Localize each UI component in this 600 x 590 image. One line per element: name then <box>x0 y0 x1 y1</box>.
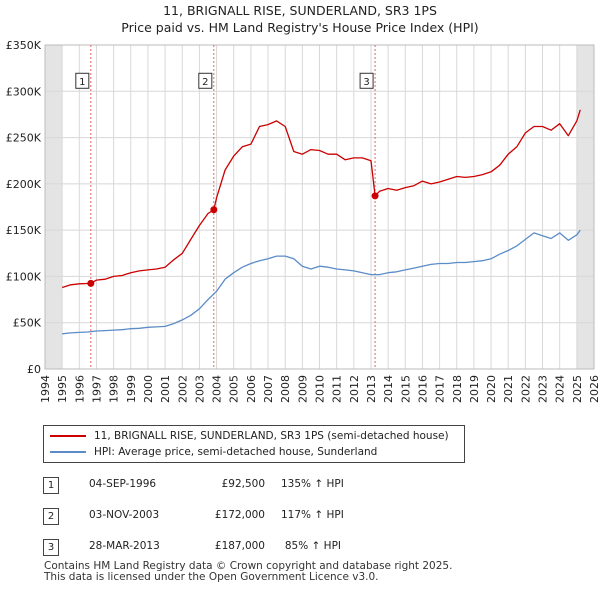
x-tick-label: 2009 <box>296 375 309 403</box>
legend-swatch-hpi <box>50 451 86 453</box>
sales-table: 1 04-SEP-1996 £92,500 135% ↑ HPI 2 03-NO… <box>43 474 463 567</box>
x-tick-label: 2016 <box>416 375 429 403</box>
chart-title: 11, BRIGNALL RISE, SUNDERLAND, SR3 1PS <box>163 3 437 18</box>
x-tick-label: 2022 <box>519 375 532 403</box>
x-tick-label: 2010 <box>314 375 327 403</box>
sale-point <box>210 206 218 214</box>
sale-hpi-change: 85% ↑ HPI <box>284 540 341 552</box>
series-line-property <box>62 109 581 289</box>
x-tick-label: 1998 <box>108 375 121 403</box>
x-tick-label: 2008 <box>279 375 292 403</box>
x-tick-label: 2001 <box>159 375 172 403</box>
sale-row: 3 28-MAR-2013 £187,000 85% ↑ HPI <box>43 536 463 567</box>
sale-price: £92,500 <box>221 478 265 490</box>
sale-date: 03-NOV-2003 <box>89 509 160 521</box>
x-tick-label: 2000 <box>142 375 155 403</box>
x-tick-label: 2020 <box>485 375 498 403</box>
sale-hpi-change: 117% ↑ HPI <box>281 509 344 521</box>
x-tick-label: 2007 <box>262 375 275 403</box>
sale-label-box <box>359 72 374 89</box>
sale-hpi-change: 135% ↑ HPI <box>281 478 344 490</box>
sale-number-badge: 3 <box>43 539 59 556</box>
x-tick-label: 2002 <box>176 375 189 403</box>
x-tick-label: 2021 <box>502 375 515 403</box>
sale-label: 3 <box>363 77 369 88</box>
legend-swatch-property <box>50 435 86 437</box>
x-tick-label: 2003 <box>193 375 206 403</box>
y-tick-label: £350K <box>6 39 42 52</box>
footer-line-1: Contains HM Land Registry data © Crown c… <box>44 560 453 572</box>
x-tick-label: 2024 <box>554 375 567 403</box>
footer-attribution: Contains HM Land Registry data © Crown c… <box>44 561 452 582</box>
sale-label: 2 <box>202 77 208 88</box>
sale-point <box>87 279 95 287</box>
y-tick-label: £150K <box>6 224 42 237</box>
sale-number-badge: 1 <box>43 477 59 494</box>
legend-label-property: 11, BRIGNALL RISE, SUNDERLAND, SR3 1PS (… <box>94 430 449 442</box>
series-line-hpi <box>62 229 581 335</box>
x-tick-label: 1997 <box>90 375 103 403</box>
sale-label-box <box>75 72 90 89</box>
sale-number-badge: 2 <box>43 508 59 525</box>
sale-price: £172,000 <box>214 509 265 521</box>
price-chart: £0 £50K £100K £150K £200K £250K £300K £350K 1994… <box>6 39 600 403</box>
legend-item-property: 11, BRIGNALL RISE, SUNDERLAND, SR3 1PS (… <box>50 428 449 444</box>
x-tick-label: 2026 <box>588 375 600 403</box>
sale-label-box <box>198 72 213 89</box>
y-tick-label: £50K <box>13 317 42 330</box>
sale-date: 04-SEP-1996 <box>89 478 157 490</box>
sale-label: 1 <box>79 77 85 88</box>
x-tick-label: 2014 <box>382 375 395 403</box>
x-tick-label: 1994 <box>39 375 52 403</box>
y-tick-label: £100K <box>6 270 42 283</box>
legend-label-hpi: HPI: Average price, semi-detached house,… <box>94 446 378 458</box>
x-tick-label: 2004 <box>211 375 224 403</box>
legend-item-hpi: HPI: Average price, semi-detached house,… <box>50 444 377 460</box>
chart-legend: 11, BRIGNALL RISE, SUNDERLAND, SR3 1PS (… <box>43 425 465 463</box>
x-tick-label: 2013 <box>365 375 378 403</box>
sale-point <box>371 192 379 200</box>
sale-price: £187,000 <box>214 540 265 552</box>
x-tick-label: 2011 <box>331 375 344 403</box>
x-tick-label: 2005 <box>228 375 241 403</box>
x-tick-label: 2017 <box>434 375 447 403</box>
sale-date: 28-MAR-2013 <box>89 540 160 552</box>
y-tick-label: £300K <box>6 85 42 98</box>
plot-frame <box>44 44 595 370</box>
y-tick-label: £250K <box>6 132 42 145</box>
y-tick-label: £200K <box>6 178 42 191</box>
chart-subtitle: Price paid vs. HM Land Registry's House … <box>121 20 479 35</box>
x-tick-label: 2023 <box>537 375 550 403</box>
sale-row: 1 04-SEP-1996 £92,500 135% ↑ HPI <box>43 474 463 505</box>
sale-row: 2 03-NOV-2003 £172,000 117% ↑ HPI <box>43 505 463 536</box>
x-tick-label: 2012 <box>348 375 361 403</box>
x-tick-label: 1996 <box>73 375 86 403</box>
x-tick-label: 2015 <box>399 375 412 403</box>
x-tick-label: 2019 <box>468 375 481 403</box>
footer-line-2: This data is licensed under the Open Gov… <box>44 570 379 583</box>
x-tick-label: 2025 <box>571 375 584 403</box>
shaded-region <box>45 45 63 369</box>
x-tick-label: 1999 <box>125 375 138 403</box>
shaded-region <box>576 45 594 369</box>
x-tick-label: 1995 <box>56 375 69 403</box>
x-tick-label: 2006 <box>245 375 258 403</box>
y-tick-label: £0 <box>27 363 41 376</box>
x-tick-label: 2018 <box>451 375 464 403</box>
chart-title-block: 11, BRIGNALL RISE, SUNDERLAND, SR3 1PS P… <box>0 2 600 36</box>
